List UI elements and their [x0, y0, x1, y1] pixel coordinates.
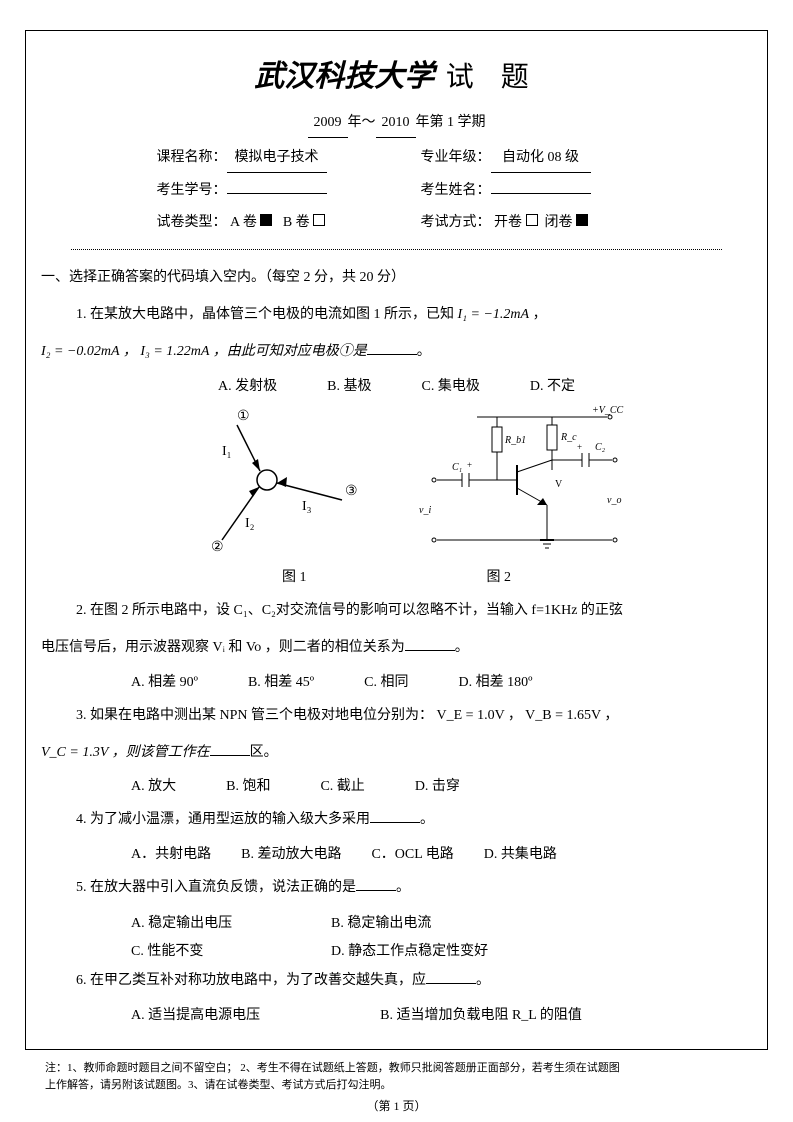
q4-options: A．共射电路 B. 差动放大电路 C．OCL 电路 D. 共集电路 [41, 843, 752, 863]
q3-opt-a[interactable]: A. 放大 [131, 775, 176, 795]
svg-text:I₁: I₁ [222, 444, 232, 459]
title-suffix: 试 题 [446, 62, 539, 93]
q3-blank[interactable] [210, 755, 250, 756]
fig2-caption: 图 2 [487, 566, 512, 586]
svg-text:③: ③ [345, 484, 358, 499]
q2-opt-d[interactable]: D. 相差 180º [458, 671, 532, 691]
exam-mode-field: 考试方式： 开卷 闭卷 [421, 209, 637, 237]
footnote: 注：1、教师命题时题目之间不留空白； 2、考生不得在试题纸上答题，教师只批阅答题… [25, 1060, 768, 1093]
q2-opt-a[interactable]: A. 相差 90º [131, 671, 198, 691]
q3-opt-c[interactable]: C. 截止 [320, 775, 364, 795]
year-end: 2010 [376, 109, 416, 138]
svg-text:R_c: R_c [560, 432, 577, 443]
svg-text:R_b1: R_b1 [504, 435, 526, 446]
fig1-caption: 图 1 [282, 566, 307, 586]
q1-opt-a[interactable]: A. 发射极 [218, 375, 277, 395]
b-paper-checkbox[interactable] [313, 214, 325, 226]
question-1: 1. 在某放大电路中，晶体管三个电极的电流如图 1 所示，已知 I₁ = −1.… [41, 300, 752, 329]
q1-options: A. 发射极 B. 基极 C. 集电极 D. 不定 [41, 375, 752, 395]
q6-blank[interactable] [426, 983, 476, 984]
q6-options: A. 适当提高电源电压 B. 适当增加负载电阻 R_L 的阻值 [41, 1004, 752, 1024]
figure-1: ① I₁ ② I₂ ③ I₃ [167, 405, 367, 560]
q5-blank[interactable] [356, 890, 396, 891]
q1-blank[interactable] [367, 354, 417, 355]
q1-opt-b[interactable]: B. 基极 [327, 375, 371, 395]
question-1-line2: I₂ = −0.02mA ， I₃ = 1.22mA ，由此可知对应电极①是。 [41, 337, 752, 366]
q5-options: A. 稳定输出电压 B. 稳定输出电流 C. 性能不变 D. 静态工作点稳定性变… [41, 910, 752, 966]
question-2-l1: 2. 在图 2 所示电路中，设 C₁、C₂对交流信号的影响可以忽略不计，当输入 … [41, 596, 752, 625]
svg-text:v_o: v_o [607, 495, 621, 506]
svg-text:②: ② [211, 540, 224, 555]
q3-opt-d[interactable]: D. 击穿 [415, 775, 460, 795]
q5-opt-d[interactable]: D. 静态工作点稳定性变好 [331, 938, 488, 966]
major-value: 自动化 08 级 [491, 144, 591, 173]
question-3-l2: V_C = 1.3V ，则该管工作在区。 [41, 738, 752, 767]
info-block: 2009年～2010年第 1 学期 课程名称： 模拟电子技术 专业年级： 自动化… [157, 109, 637, 237]
q6-opt-a[interactable]: A. 适当提高电源电压 [131, 1004, 260, 1024]
q5-opt-c[interactable]: C. 性能不变 [131, 938, 331, 966]
svg-text:C₁: C₁ [452, 462, 462, 473]
question-2-l2: 电压信号后，用示波器观察 Vᵢ 和 Vo ，则二者的相位关系为。 [41, 633, 752, 662]
q6-opt-b[interactable]: B. 适当增加负载电阻 R_L 的阻值 [380, 1004, 582, 1024]
q2-opt-b[interactable]: B. 相差 45º [248, 671, 314, 691]
transistor-current-diagram: ① I₁ ② I₂ ③ I₃ [167, 405, 367, 555]
page-number: （第 1 页） [25, 1097, 768, 1114]
course-value: 模拟电子技术 [227, 144, 327, 173]
semester-line: 2009年～2010年第 1 学期 [157, 109, 637, 138]
question-6: 6. 在甲乙类互补对称功放电路中，为了改善交越失真，应。 [41, 966, 752, 995]
q4-opt-c[interactable]: C．OCL 电路 [371, 843, 453, 863]
page-border: 武汉科技大学 试 题 2009年～2010年第 1 学期 课程名称： 模拟电子技… [25, 30, 768, 1050]
q1-opt-c[interactable]: C. 集电极 [422, 375, 480, 395]
student-id-field: 考生学号： [157, 177, 421, 205]
q4-blank[interactable] [370, 822, 420, 823]
open-book-checkbox[interactable] [526, 214, 538, 226]
figure-row: ① I₁ ② I₂ ③ I₃ +V_CC [41, 405, 752, 560]
svg-text:+: + [467, 460, 472, 470]
q5-opt-a[interactable]: A. 稳定输出电压 [131, 910, 331, 938]
section-title: 一、选择正确答案的代码填入空内。（每空 2 分，共 20 分） [41, 266, 752, 286]
course-field: 课程名称： 模拟电子技术 [157, 144, 421, 173]
question-4: 4. 为了减小温漂，通用型运放的输入级大多采用。 [41, 805, 752, 834]
svg-text:I₂: I₂ [245, 516, 255, 531]
q4-opt-b[interactable]: B. 差动放大电路 [241, 843, 341, 863]
closed-book-checkbox[interactable] [576, 214, 588, 226]
student-id-value[interactable] [227, 193, 327, 194]
svg-text:v_i: v_i [419, 505, 431, 516]
major-field: 专业年级： 自动化 08 级 [421, 144, 637, 173]
q2-blank[interactable] [405, 650, 455, 651]
figure-captions: 图 1 图 2 [41, 566, 752, 586]
a-paper-checkbox[interactable] [260, 214, 272, 226]
svg-text:+: + [577, 442, 582, 452]
q5-opt-b[interactable]: B. 稳定输出电流 [331, 910, 431, 938]
question-3-l1: 3. 如果在电路中测出某 NPN 管三个电极对地电位分别为： V_E = 1.0… [41, 701, 752, 730]
q3-opt-b[interactable]: B. 饱和 [226, 775, 270, 795]
q2-options: A. 相差 90º B. 相差 45º C. 相同 D. 相差 180º [41, 671, 752, 691]
header: 武汉科技大学 试 题 2009年～2010年第 1 学期 课程名称： 模拟电子技… [41, 51, 752, 237]
svg-text:I₃: I₃ [302, 499, 312, 514]
divider [71, 249, 722, 250]
year-start: 2009 [308, 109, 348, 138]
svg-text:+V_CC: +V_CC [592, 405, 624, 416]
paper-type-field: 试卷类型： A 卷 B 卷 [157, 209, 421, 237]
svg-text:①: ① [237, 409, 250, 424]
student-name-value[interactable] [491, 193, 591, 194]
q3-options: A. 放大 B. 饱和 C. 截止 D. 击穿 [41, 775, 752, 795]
q1-opt-d[interactable]: D. 不定 [530, 375, 575, 395]
question-5: 5. 在放大器中引入直流负反馈，说法正确的是。 [41, 873, 752, 902]
q4-opt-d[interactable]: D. 共集电路 [484, 843, 557, 863]
svg-text:V: V [555, 479, 563, 490]
svg-text:C₂: C₂ [595, 442, 606, 453]
student-name-field: 考生姓名： [421, 177, 637, 205]
figure-2: +V_CC R_c R_b1 V [397, 405, 627, 560]
q2-opt-c[interactable]: C. 相同 [364, 671, 408, 691]
amplifier-circuit-diagram: +V_CC R_c R_b1 V [397, 405, 627, 555]
q4-opt-a[interactable]: A．共射电路 [131, 843, 211, 863]
university-name: 武汉科技大学 [254, 51, 434, 95]
